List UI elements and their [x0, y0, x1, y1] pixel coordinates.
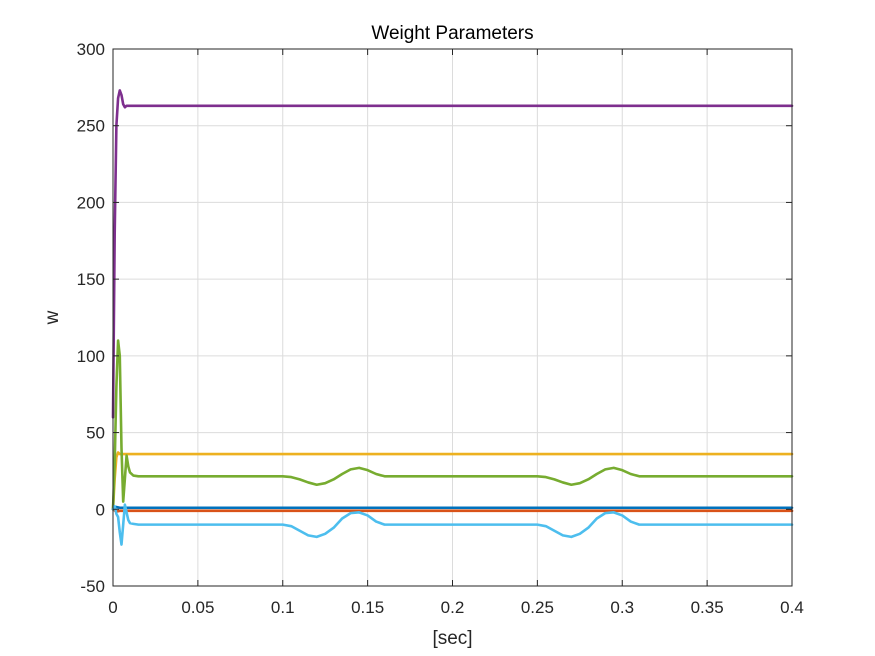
series-line-2 — [111, 507, 794, 513]
series-layer — [111, 89, 794, 546]
chart-title: Weight Parameters — [371, 23, 533, 44]
grid-lines — [113, 49, 792, 586]
y-tick-label: 300 — [77, 40, 105, 59]
y-tick-label: 200 — [77, 193, 105, 212]
x-tick-label: 0.15 — [351, 598, 384, 617]
tick-marks — [112, 48, 793, 587]
y-tick-label: 100 — [77, 347, 105, 366]
y-tick-label: 250 — [77, 117, 105, 136]
y-tick-labels: -50 0 50 100 150 200 250 300 — [77, 40, 105, 596]
x-tick-label: 0.25 — [521, 598, 554, 617]
series-line-6 — [111, 503, 794, 546]
y-tick-label: 0 — [96, 500, 105, 519]
y-tick-label: 50 — [86, 424, 105, 443]
x-tick-label: 0.05 — [181, 598, 214, 617]
x-axis-label: [sec] — [432, 628, 472, 649]
x-tick-label: 0 — [108, 598, 117, 617]
y-tick-label: 150 — [77, 270, 105, 289]
x-tick-label: 0.4 — [780, 598, 804, 617]
y-axis-label: w — [42, 310, 63, 325]
series-line-4 — [111, 89, 794, 419]
x-tick-label: 0.3 — [610, 598, 634, 617]
x-tick-label: 0.1 — [271, 598, 295, 617]
x-tick-label: 0.2 — [441, 598, 465, 617]
series-line-5 — [111, 339, 794, 511]
y-tick-label: -50 — [80, 577, 105, 596]
x-tick-labels: 0 0.05 0.1 0.15 0.2 0.25 0.3 0.35 0.4 — [108, 598, 804, 617]
series-line-1 — [111, 505, 794, 511]
x-tick-label: 0.35 — [691, 598, 724, 617]
